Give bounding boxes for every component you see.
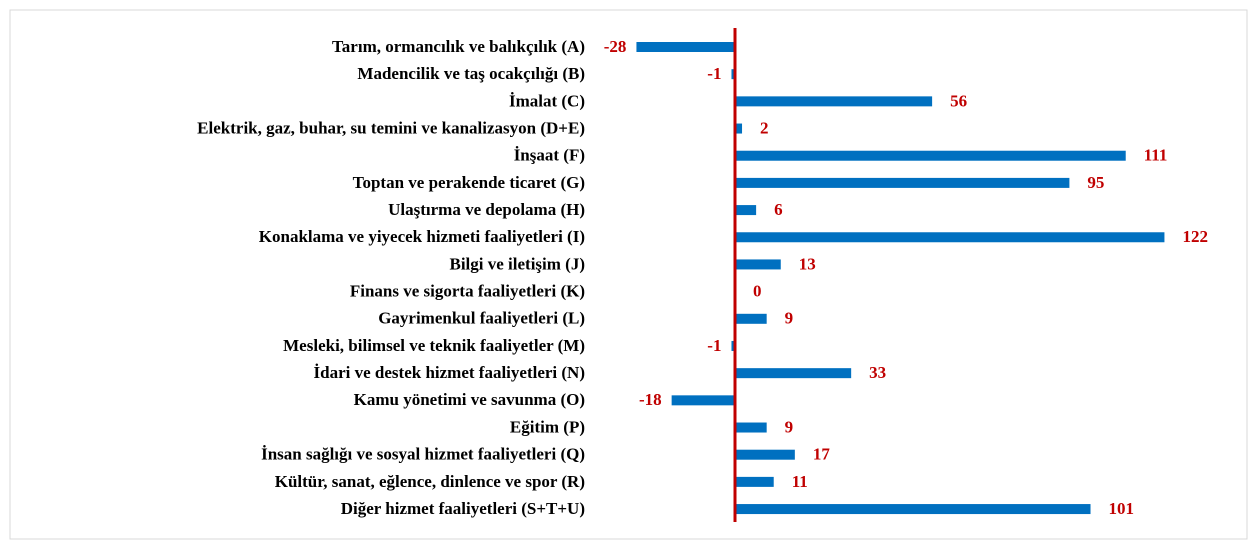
bar	[735, 259, 781, 270]
bar	[735, 205, 757, 216]
bar	[731, 340, 735, 351]
category-label: Gayrimenkul faaliyetleri (L)	[378, 309, 585, 328]
bar	[735, 504, 1091, 515]
value-label: 11	[792, 472, 808, 491]
value-label: 6	[774, 200, 783, 219]
value-label: 33	[869, 363, 886, 382]
value-label: 2	[760, 118, 769, 137]
category-label: Konaklama ve yiyecek hizmeti faaliyetler…	[259, 227, 585, 246]
bar	[735, 422, 767, 433]
category-label: İnşaat (F)	[514, 146, 585, 165]
bar	[735, 232, 1165, 243]
category-label: Kamu yönetimi ve savunma (O)	[354, 390, 585, 409]
value-label: 17	[813, 445, 831, 464]
value-label: -28	[604, 37, 627, 56]
category-label: Madencilik ve taş ocakçılığı (B)	[357, 64, 585, 83]
value-label: 56	[950, 91, 967, 110]
chart-frame	[9, 9, 1248, 540]
value-label: 0	[753, 282, 762, 301]
bar	[731, 69, 735, 80]
value-label: -18	[639, 390, 662, 409]
bar	[671, 395, 735, 406]
bar	[735, 177, 1070, 188]
value-label: 111	[1144, 146, 1168, 165]
value-label: 101	[1109, 499, 1135, 518]
category-label: İnsan sağlığı ve sosyal hizmet faaliyetl…	[261, 445, 585, 464]
bar	[735, 368, 852, 379]
category-label: Eğitim (P)	[510, 417, 585, 436]
bar	[735, 449, 795, 460]
bar	[735, 96, 933, 107]
value-label: 13	[799, 254, 816, 273]
value-label: 95	[1087, 173, 1104, 192]
value-label: 9	[785, 309, 794, 328]
bar	[735, 476, 774, 487]
category-label: Diğer hizmet faaliyetleri (S+T+U)	[341, 499, 585, 518]
bar	[636, 42, 735, 52]
value-label: -1	[707, 336, 721, 355]
category-label: İdari ve destek hizmet faaliyetleri (N)	[314, 363, 585, 382]
category-label: Elektrik, gaz, buhar, su temini ve kanal…	[197, 118, 585, 137]
category-label: Ulaştırma ve depolama (H)	[388, 200, 585, 219]
category-label: İmalat (C)	[509, 91, 585, 110]
value-label: 9	[785, 417, 794, 436]
bar	[735, 123, 743, 134]
category-label: Bilgi ve iletişim (J)	[449, 254, 585, 273]
category-label: Mesleki, bilimsel ve teknik faaliyetler …	[283, 336, 585, 355]
category-label: Finans ve sigorta faaliyetleri (K)	[350, 282, 585, 301]
value-label: -1	[707, 64, 721, 83]
category-label: Kültür, sanat, eğlence, dinlence ve spor…	[275, 472, 585, 491]
bar	[735, 313, 767, 324]
bar	[735, 150, 1126, 161]
value-label: 122	[1182, 227, 1208, 246]
category-label: Toptan ve perakende ticaret (G)	[353, 173, 585, 192]
category-label: Tarım, ormancılık ve balıkçılık (A)	[332, 37, 585, 56]
